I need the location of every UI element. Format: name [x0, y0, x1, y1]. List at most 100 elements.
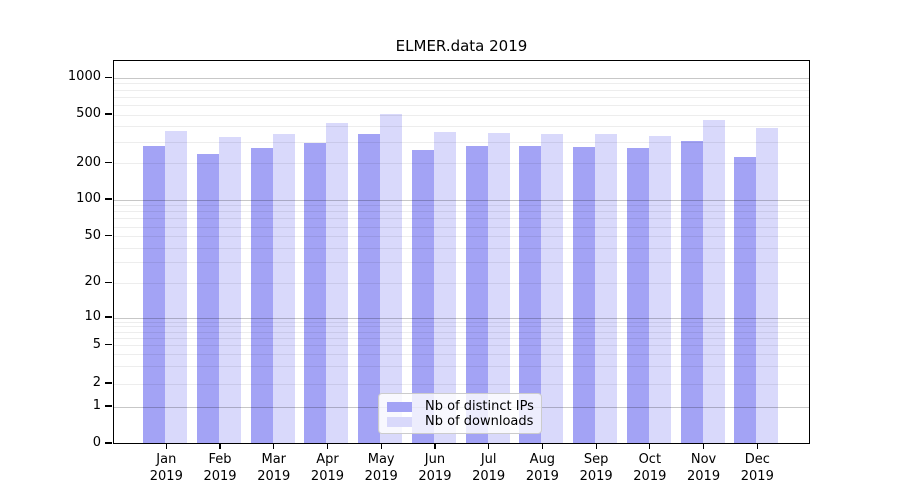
x-tick-month: Feb [208, 452, 232, 467]
x-tick-mark [595, 444, 597, 449]
gridline-minor [114, 218, 809, 220]
x-tick-year: 2019 [633, 469, 667, 484]
x-tick-label-oct: Oct 2019 [618, 451, 682, 485]
legend-swatch-downloads [387, 416, 412, 427]
x-tick-month: Mar [261, 452, 287, 467]
x-tick-label-mar: Mar 2019 [242, 451, 306, 485]
x-tick-mark [488, 444, 490, 449]
x-tick-label-sep: Sep 2019 [564, 451, 628, 485]
y-tick-mark [105, 405, 112, 407]
y-tick-mark [105, 198, 112, 200]
y-tick-label: 50 [84, 227, 101, 243]
y-tick-mark [105, 235, 112, 237]
bar-downloads-jul [487, 132, 510, 443]
x-tick-label-apr: Apr 2019 [295, 451, 359, 485]
gridline-minor [114, 337, 809, 339]
x-tick-year: 2019 [418, 469, 452, 484]
y-tick-mark [105, 442, 112, 444]
y-tick-label: 500 [76, 106, 101, 121]
x-tick-month: Apr [316, 452, 339, 467]
y-tick-label: 200 [76, 154, 101, 170]
gridline-minor [114, 89, 809, 91]
gridline-minor [114, 205, 809, 207]
bar-downloads-oct [648, 135, 671, 443]
y-tick-mark [105, 382, 112, 384]
y-tick-label: 1 [92, 398, 101, 413]
x-tick-label-feb: Feb 2019 [188, 451, 252, 485]
gridline-minor [114, 83, 809, 85]
bar-distinct-ips-mar [250, 148, 273, 443]
legend: Nb of distinct IPs Nb of downloads [378, 393, 542, 434]
x-tick-mark [380, 444, 382, 449]
legend-item-downloads: Nb of downloads [387, 414, 533, 429]
x-tick-month: Sep [583, 452, 609, 467]
bar-distinct-ips-sep [573, 147, 596, 443]
gridline-minor [114, 163, 809, 165]
y-tick-label: 20 [84, 274, 101, 290]
bar-downloads-sep [595, 133, 618, 443]
legend-item-distinct-ips: Nb of distinct IPs [387, 399, 534, 414]
y-tick-label: 100 [76, 191, 101, 206]
x-tick-mark [756, 444, 758, 449]
gridline-minor [114, 211, 809, 213]
bar-distinct-ips-jun [411, 149, 434, 443]
gridline-major [114, 77, 809, 79]
y-tick-mark [105, 343, 112, 346]
x-tick-label-jul: Jul 2019 [457, 451, 521, 485]
x-tick-mark [702, 444, 705, 449]
x-tick-mark [219, 444, 221, 449]
gridline-minor [114, 366, 809, 368]
gridline-minor [114, 236, 809, 238]
x-tick-mark [273, 444, 275, 449]
x-tick-label-may: May 2019 [349, 451, 413, 485]
x-tick-year: 2019 [740, 469, 774, 484]
x-tick-month: Jun [424, 452, 446, 467]
y-tick-label: 5 [92, 336, 101, 352]
legend-label-downloads: Nb of downloads [425, 414, 534, 429]
bar-distinct-ips-aug [519, 146, 542, 443]
x-tick-year: 2019 [149, 469, 183, 484]
y-tick-mark [105, 316, 112, 318]
gridline-minor [114, 326, 809, 328]
x-tick-mark [649, 444, 651, 449]
gridline-minor [114, 262, 809, 264]
bar-distinct-ips-dec [734, 157, 757, 443]
x-tick-month: Oct [638, 452, 662, 467]
gridline-minor [114, 383, 809, 385]
gridline-minor [114, 96, 809, 98]
bar-downloads-nov [702, 119, 725, 443]
bar-downloads-feb [219, 137, 242, 443]
x-tick-year: 2019 [472, 469, 506, 484]
x-tick-label-jun: Jun 2019 [403, 451, 467, 485]
gridline-minor [114, 126, 809, 128]
gridline-minor [114, 104, 809, 106]
y-tick-mark [105, 281, 112, 283]
bar-distinct-ips-may [358, 133, 381, 443]
gridline-minor [114, 114, 809, 116]
bar-downloads-dec [756, 128, 779, 443]
gridline-major [114, 199, 809, 201]
y-tick-label: 1000 [67, 69, 101, 85]
x-tick-month: Nov [690, 452, 717, 467]
legend-swatch-distinct-ips [387, 401, 412, 412]
gridline-minor [114, 345, 809, 346]
x-tick-label-nov: Nov 2019 [672, 451, 736, 485]
gridline-minor [114, 141, 809, 143]
x-tick-mark [165, 444, 167, 449]
bar-downloads-jan [165, 131, 188, 443]
chart-title: ELMER.data 2019 [395, 37, 528, 55]
y-tick-label: 0 [92, 435, 101, 450]
gridline-minor [114, 226, 809, 228]
bar-downloads-mar [272, 133, 295, 443]
bar-downloads-apr [326, 123, 349, 443]
bar-downloads-may [380, 114, 403, 443]
x-tick-label-dec: Dec 2019 [725, 451, 789, 485]
x-tick-label-jan: Jan 2019 [134, 451, 198, 485]
y-tick-mark [105, 76, 112, 78]
x-tick-month: Aug [529, 452, 556, 467]
bar-downloads-aug [541, 134, 564, 443]
x-tick-month: Jul [480, 452, 497, 467]
bar-distinct-ips-nov [680, 140, 703, 443]
bar-distinct-ips-oct [626, 148, 649, 443]
plot-area: Nb of distinct IPs Nb of downloads [113, 60, 810, 444]
